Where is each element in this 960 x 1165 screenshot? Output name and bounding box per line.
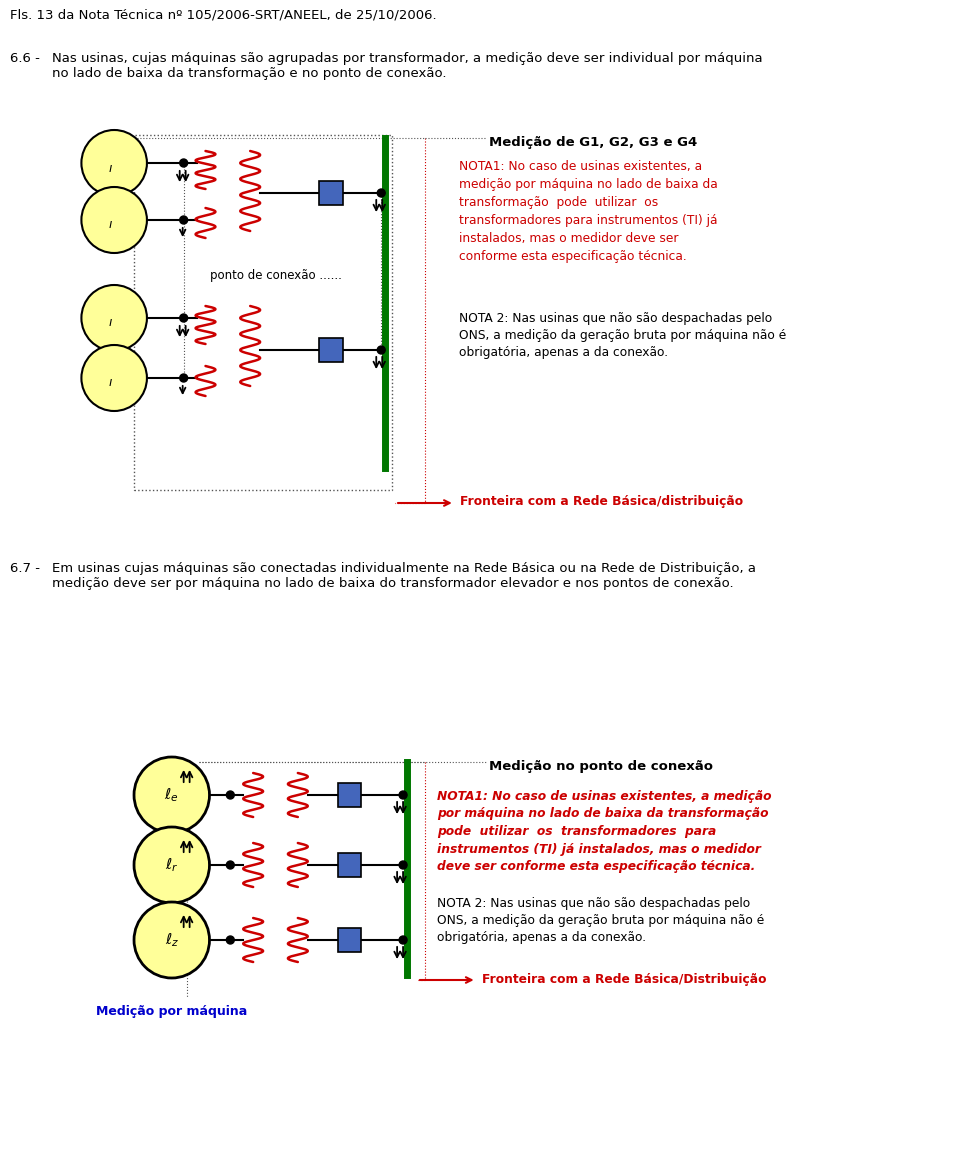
- Text: Medição no ponto de conexão: Medição no ponto de conexão: [490, 760, 713, 774]
- Circle shape: [134, 827, 209, 903]
- Bar: [338, 853, 361, 877]
- Circle shape: [377, 189, 385, 197]
- Text: Em usinas cujas máquinas são conectadas individualmente na Rede Básica ou na Red: Em usinas cujas máquinas são conectadas …: [52, 562, 756, 589]
- Text: ı: ı: [108, 162, 112, 175]
- Bar: [319, 338, 343, 362]
- Text: NOTA 2: Nas usinas que não são despachadas pelo
ONS, a medição da geração bruta : NOTA 2: Nas usinas que não são despachad…: [437, 897, 764, 944]
- Text: $\ell_r$: $\ell_r$: [165, 856, 179, 874]
- Circle shape: [227, 791, 234, 799]
- Text: ı: ı: [108, 317, 112, 330]
- Circle shape: [180, 216, 187, 224]
- Circle shape: [134, 902, 209, 977]
- Text: NOTA1: No caso de usinas existentes, a
medição por máquina no lado de baixa da
t: NOTA1: No caso de usinas existentes, a m…: [459, 160, 717, 263]
- Circle shape: [180, 374, 187, 382]
- Circle shape: [82, 285, 147, 351]
- Text: Fls. 13 da Nota Técnica nº 105/2006-SRT/ANEEL, de 25/10/2006.: Fls. 13 da Nota Técnica nº 105/2006-SRT/…: [10, 8, 437, 21]
- Circle shape: [82, 188, 147, 253]
- Circle shape: [399, 861, 407, 869]
- Circle shape: [227, 935, 234, 944]
- Text: 6.6 -: 6.6 -: [10, 52, 39, 65]
- Text: $\ell_z$: $\ell_z$: [164, 931, 179, 948]
- Bar: [319, 181, 343, 205]
- Circle shape: [82, 130, 147, 196]
- Circle shape: [134, 757, 209, 833]
- Text: Medição de G1, G2, G3 e G4: Medição de G1, G2, G3 e G4: [490, 136, 698, 149]
- Circle shape: [180, 315, 187, 322]
- Circle shape: [82, 345, 147, 411]
- Bar: [338, 929, 361, 952]
- Circle shape: [180, 158, 187, 167]
- Circle shape: [227, 861, 234, 869]
- Text: NOTA1: No caso de usinas existentes, a medição
por máquina no lado de baixa da t: NOTA1: No caso de usinas existentes, a m…: [437, 790, 771, 873]
- Text: NOTA 2: Nas usinas que não são despachadas pelo
ONS, a medição da geração bruta : NOTA 2: Nas usinas que não são despachad…: [459, 312, 786, 359]
- Text: Medição por máquina: Medição por máquina: [96, 1005, 248, 1018]
- Text: Fronteira com a Rede Básica/distribuição: Fronteira com a Rede Básica/distribuição: [460, 495, 743, 508]
- Text: ponto de conexão ......: ponto de conexão ......: [210, 268, 343, 282]
- Text: 6.7 -: 6.7 -: [10, 562, 40, 576]
- Text: Nas usinas, cujas máquinas são agrupadas por transformador, a medição deve ser i: Nas usinas, cujas máquinas são agrupadas…: [52, 52, 762, 80]
- Circle shape: [399, 791, 407, 799]
- Circle shape: [399, 935, 407, 944]
- Text: ı: ı: [108, 376, 112, 389]
- Circle shape: [377, 346, 385, 354]
- Text: Fronteira com a Rede Básica/Distribuição: Fronteira com a Rede Básica/Distribuição: [482, 973, 766, 986]
- Text: $\ell_e$: $\ell_e$: [164, 786, 179, 804]
- Bar: [338, 783, 361, 807]
- Text: ı: ı: [108, 219, 112, 232]
